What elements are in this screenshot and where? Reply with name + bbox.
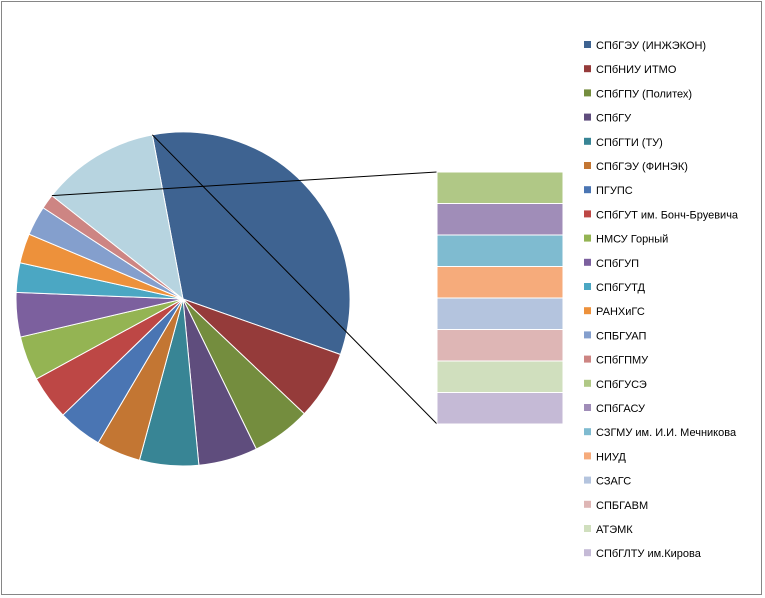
legend-swatch (584, 452, 591, 460)
legend-label: СПбГУСЭ (596, 379, 647, 391)
legend-swatch (584, 404, 591, 411)
bar-segment-1 (436, 171, 564, 204)
secondary-bar (436, 171, 564, 425)
legend-swatch (584, 500, 591, 508)
legend-label: СЗАГС (596, 476, 631, 488)
leader-lines (51, 134, 438, 425)
legend-label: АТЭМК (596, 524, 633, 536)
bar-segment-4 (436, 266, 564, 299)
bar-segment-3 (436, 234, 564, 267)
legend-swatch (584, 41, 591, 48)
legend-label: СПбГАСУ (596, 403, 646, 415)
legend-swatch (584, 186, 591, 194)
bar-segment-2 (436, 203, 564, 236)
pie-slice-1 (151, 131, 351, 356)
legend-swatch (584, 379, 591, 387)
legend-swatch (584, 162, 591, 169)
pie (15, 131, 351, 467)
legend-label: СПбГПМУ (596, 355, 649, 367)
legend-swatch (584, 331, 591, 339)
legend-label: СПбГУТД (596, 282, 645, 294)
legend-swatch (584, 137, 591, 145)
legend-swatch (584, 428, 591, 436)
legend-swatch (584, 113, 591, 121)
legend-label: СПбНИУ ИТМО (596, 64, 677, 76)
legend-swatch (584, 283, 591, 290)
legend-label: СПБГАВМ (596, 500, 648, 512)
legend-swatch (584, 476, 591, 484)
legend-label: СЗГМУ им. И.И. Мечникова (596, 427, 737, 439)
leader-line-top (51, 171, 438, 197)
legend-label: НМСУ Горный (596, 234, 668, 246)
legend-swatch (584, 258, 591, 266)
bar-segment-5 (436, 297, 564, 330)
legend-swatch (584, 525, 591, 532)
legend-swatch (584, 307, 591, 315)
bar-segment-7 (436, 360, 564, 393)
legend-label: СПбГПУ (Политех) (596, 88, 692, 100)
bar-segment-6 (436, 329, 564, 362)
legend-label: СПбГУТ им. Бонч-Бруевича (596, 209, 739, 221)
legend-label: ПГУПС (596, 185, 633, 197)
legend-label: СПбГЛТУ им.Кирова (596, 548, 702, 560)
legend-label: СПбГУ (596, 113, 632, 125)
legend-label: НИУД (596, 451, 626, 463)
legend-label: СПбГУП (596, 258, 639, 270)
legend: СПбГЭУ (ИНЖЭКОН) СПбНИУ ИТМО СПбГПУ (Полит… (584, 40, 739, 560)
legend-swatch (584, 89, 591, 97)
legend-swatch (584, 234, 591, 242)
leader-line-bottom (151, 134, 438, 425)
legend-label: СПбГТИ (ТУ) (596, 137, 663, 149)
legend-swatch (584, 355, 591, 363)
legend-label: РАНХиГС (596, 306, 645, 318)
bar-segment-8 (436, 392, 564, 425)
legend-swatch (584, 210, 591, 218)
legend-swatch (584, 65, 591, 73)
legend-label: СПбГЭУ (ИНЖЭКОН) (596, 40, 706, 52)
legend-label: СПБГУАП (596, 330, 646, 342)
pie-slice-other (51, 134, 184, 301)
legend-label: СПбГЭУ (ФИНЭК) (596, 161, 688, 173)
legend-swatch (584, 549, 591, 557)
